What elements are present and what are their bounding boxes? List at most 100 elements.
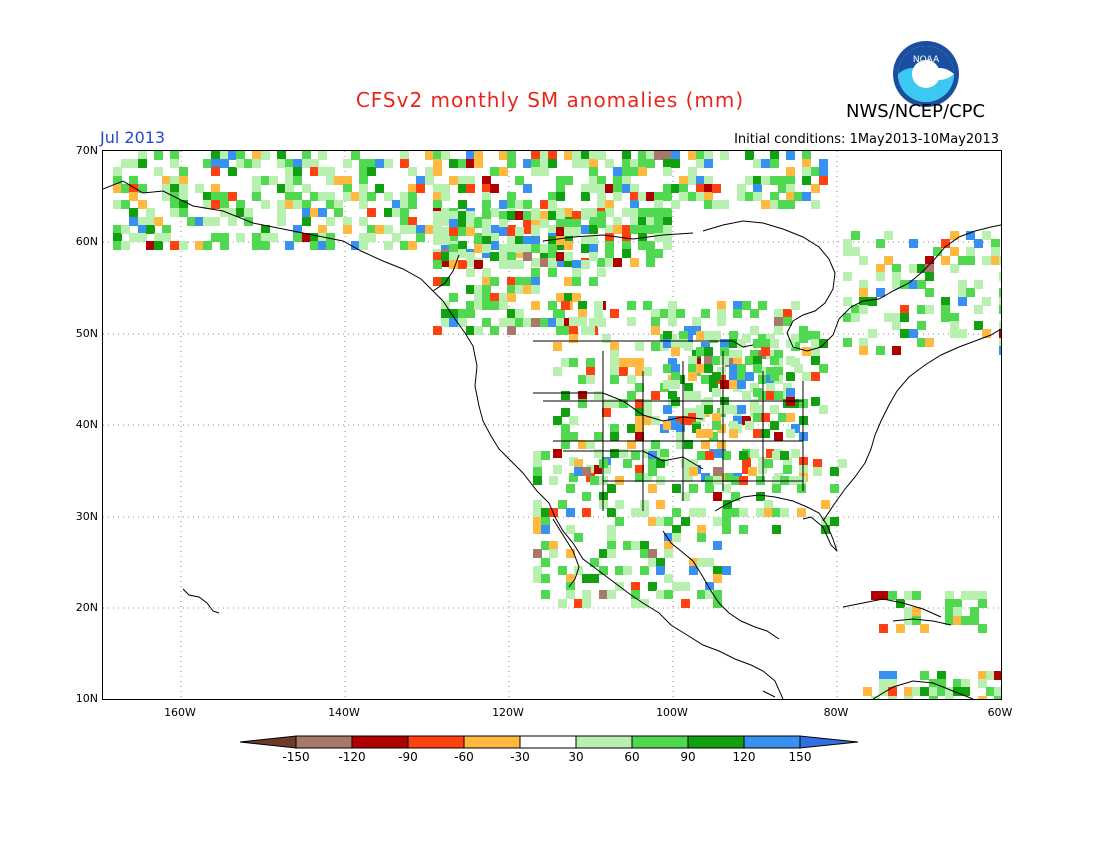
anomaly-cell: [684, 440, 693, 449]
anomaly-cell: [982, 297, 991, 306]
anomaly-cell: [326, 200, 335, 209]
anomaly-cell: [843, 313, 852, 322]
anomaly-cell: [261, 225, 270, 234]
anomaly-cell: [220, 200, 229, 209]
anomaly-cell: [533, 451, 542, 460]
anomaly-cell: [929, 687, 938, 696]
anomaly-cell: [553, 416, 562, 425]
anomaly-cell: [978, 624, 987, 633]
anomaly-cell: [531, 301, 540, 310]
anomaly-cell: [663, 192, 672, 201]
anomaly-cell: [656, 517, 665, 526]
anomaly-cell: [318, 241, 327, 250]
anomaly-cell: [766, 350, 775, 359]
anomaly-cell: [553, 449, 562, 458]
anomaly-cell: [819, 405, 828, 414]
anomaly-cell: [375, 225, 384, 234]
anomaly-cell: [651, 309, 660, 318]
anomaly-cell: [802, 192, 811, 201]
anomaly-cell: [970, 591, 979, 600]
anomaly-cell: [482, 244, 491, 253]
anomaly-cell: [252, 241, 261, 250]
anomaly-cell: [648, 467, 657, 476]
anomaly-cell: [556, 318, 565, 327]
anomaly-cell: [541, 590, 550, 599]
anomaly-cell: [712, 200, 721, 209]
anomaly-cell: [999, 321, 1001, 330]
anomaly-cell: [664, 549, 673, 558]
anomaly-cell: [656, 566, 665, 575]
anomaly-cell: [474, 285, 483, 294]
anomaly-cell: [228, 167, 237, 176]
anomaly-cell: [830, 467, 839, 476]
anomaly-cell: [400, 151, 409, 160]
anomaly-cell: [766, 391, 775, 400]
anomaly-cell: [802, 159, 811, 168]
anomaly-cell: [654, 192, 663, 201]
anomaly-cell: [774, 367, 783, 376]
anomaly-cell: [811, 167, 820, 176]
anomaly-cell: [507, 211, 516, 220]
anomaly-cell: [876, 288, 885, 297]
anomaly-cell: [566, 582, 575, 591]
anomaly-cell: [548, 211, 557, 220]
anomaly-cell: [994, 696, 1001, 699]
anomaly-cell: [689, 566, 698, 575]
anomaly-cell: [978, 599, 987, 608]
anomaly-cell: [630, 200, 639, 209]
legend-tick-label: -30: [510, 750, 530, 764]
anomaly-cell: [400, 217, 409, 226]
initial-conditions: Initial conditions: 1May2013-10May2013: [734, 132, 999, 147]
anomaly-cell: [999, 338, 1001, 347]
anomaly-cell: [679, 176, 688, 185]
anomaly-cell: [359, 167, 368, 176]
anomaly-cell: [533, 476, 542, 485]
anomaly-cell: [590, 558, 599, 567]
anomaly-cell: [610, 342, 619, 351]
anomaly-cell: [999, 329, 1001, 338]
anomaly-cell: [651, 317, 660, 326]
anomaly-cell: [758, 334, 767, 343]
anomaly-cell: [697, 525, 706, 534]
anomaly-cell: [896, 599, 905, 608]
anomaly-cell: [701, 342, 710, 351]
anomaly-cell: [663, 380, 672, 389]
anomaly-cell: [643, 408, 652, 417]
anomaly-cell: [635, 367, 644, 376]
anomaly-cell: [277, 151, 286, 160]
anomaly-cell: [819, 339, 828, 348]
anomaly-cell: [597, 258, 606, 267]
lat-label-30n: 30N: [75, 510, 98, 523]
anomaly-cell: [696, 405, 705, 414]
anomaly-cell: [367, 225, 376, 234]
anomaly-cell: [569, 326, 578, 335]
anomaly-cell: [635, 358, 644, 367]
anomaly-cell: [627, 301, 636, 310]
anomaly-cell: [688, 167, 697, 176]
anomaly-cell: [586, 358, 595, 367]
anomaly-cell: [717, 449, 726, 458]
anomaly-cell: [170, 208, 179, 217]
anomaly-cell: [572, 211, 581, 220]
anomaly-cell: [515, 236, 524, 245]
anomaly-cell: [712, 184, 721, 193]
anomaly-cell: [589, 176, 598, 185]
anomaly-cell: [499, 200, 508, 209]
anomaly-cell: [572, 159, 581, 168]
forecast-month: Jul 2013: [100, 128, 166, 147]
anomaly-cell: [668, 391, 677, 400]
anomaly-cell: [515, 249, 524, 258]
anomaly-cell: [863, 687, 872, 696]
anomaly-cell: [556, 326, 565, 335]
anomaly-cell: [433, 184, 442, 193]
anomaly-cell: [367, 208, 376, 217]
anomaly-cell: [310, 192, 319, 201]
anomaly-cell: [770, 159, 779, 168]
anomaly-cell: [449, 318, 458, 327]
anomaly-cell: [211, 184, 220, 193]
anomaly-cell: [704, 192, 713, 201]
anomaly-cell: [449, 244, 458, 253]
legend-tick-label: -90: [398, 750, 418, 764]
anomaly-cell: [277, 208, 286, 217]
anomaly-cell: [663, 331, 672, 340]
